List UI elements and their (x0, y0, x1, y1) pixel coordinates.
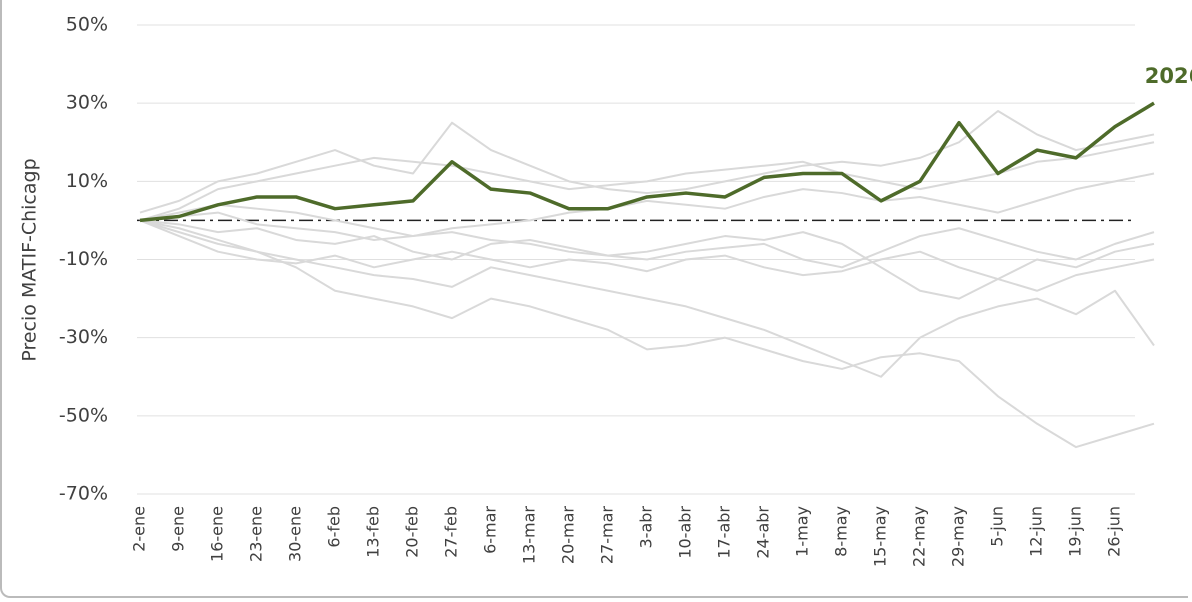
y-tick-label: 30% (66, 92, 108, 114)
x-tick-label: 20-mar (559, 506, 578, 565)
x-tick-label: 16-ene (208, 506, 227, 562)
x-tick-label: 9-ene (169, 506, 188, 552)
series-line (139, 141, 1155, 222)
x-tick-label: 13-mar (520, 506, 539, 565)
x-tick-label: 3-abr (637, 506, 656, 549)
y-tick-label: 50% (66, 14, 108, 36)
x-tick-label: 20-feb (403, 506, 422, 558)
x-tick-label: 5-jun (988, 506, 1007, 547)
series-line (139, 203, 1155, 269)
x-tick-label: 12-jun (1027, 506, 1046, 557)
x-tick-label: 24-abr (754, 506, 773, 559)
y-tick-label: -70% (59, 483, 108, 505)
y-tick-label: 10% (66, 170, 108, 192)
x-tick-label: 2-ene (130, 506, 149, 552)
x-tick-label: 10-abr (676, 506, 695, 559)
series-line (139, 219, 1155, 292)
x-tick-label: 1-may (793, 506, 812, 557)
x-tick-label: 27-feb (442, 506, 461, 558)
x-tick-label: 26-jun (1105, 506, 1124, 557)
x-tick-label: 8-may (832, 506, 851, 557)
x-tick-label: 23-ene (247, 506, 266, 562)
x-tick-label: 19-jun (1066, 506, 1085, 557)
x-tick-label: 17-abr (715, 506, 734, 559)
x-tick-label: 15-may (871, 506, 890, 567)
x-tick-label: 22-may (910, 506, 929, 567)
x-tick-label: 6-feb (325, 506, 344, 548)
series-line (139, 172, 1155, 241)
series-line (139, 219, 1155, 378)
y-tick-label: -30% (59, 326, 108, 348)
x-tick-label: 6-mar (481, 506, 500, 554)
annotation: 2026 (1145, 64, 1192, 88)
x-tick-label: 13-feb (364, 506, 383, 558)
y-tick-label: -10% (59, 248, 108, 270)
y-tick-label: -50% (59, 404, 108, 426)
x-tick-label: 29-may (949, 506, 968, 567)
series-line-highlight (139, 101, 1155, 223)
x-tick-label: 30-ene (286, 506, 305, 562)
series-line (139, 219, 1155, 300)
series-line (139, 109, 1155, 214)
x-tick-label: 27-mar (598, 506, 617, 565)
y-axis-label: Precio MATIF-Chicagp (19, 158, 41, 361)
series-line (139, 219, 1155, 449)
